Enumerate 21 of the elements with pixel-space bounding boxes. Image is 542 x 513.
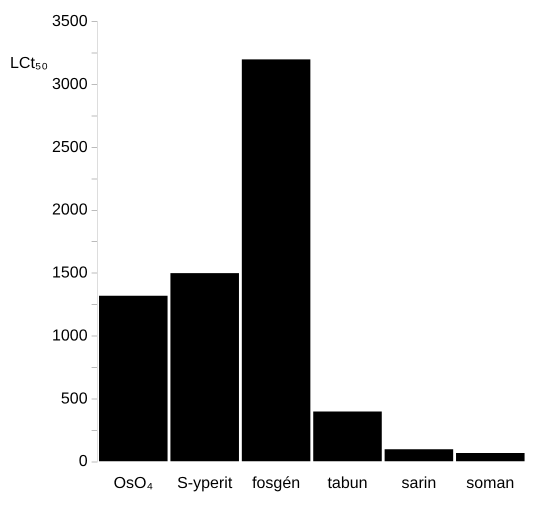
y-tick-label: 500 xyxy=(60,390,88,408)
y-tick-label: 3500 xyxy=(52,13,88,30)
y-tick-label: 2500 xyxy=(52,138,88,156)
x-tick-label: tabun xyxy=(327,474,368,492)
x-tick-label: fosgén xyxy=(252,474,300,492)
x-tick-label: sarin xyxy=(402,474,436,492)
bar xyxy=(313,411,382,462)
x-tick-label: S-yperit xyxy=(177,474,233,492)
y-tick-label: 0 xyxy=(78,453,88,470)
bar xyxy=(456,452,525,462)
bar xyxy=(170,273,239,462)
y-axis-title: LCt₅₀ xyxy=(10,55,48,72)
x-tick-label: OsO₄ xyxy=(114,474,154,492)
y-tick-label: 2000 xyxy=(52,202,88,219)
y-tick-label: 1500 xyxy=(52,264,88,282)
y-tick-label: 1000 xyxy=(52,327,88,344)
bar xyxy=(384,449,454,462)
bar xyxy=(242,59,310,462)
bar xyxy=(99,296,168,462)
x-tick-label: soman xyxy=(466,474,514,492)
y-tick-label: 3000 xyxy=(52,76,88,93)
